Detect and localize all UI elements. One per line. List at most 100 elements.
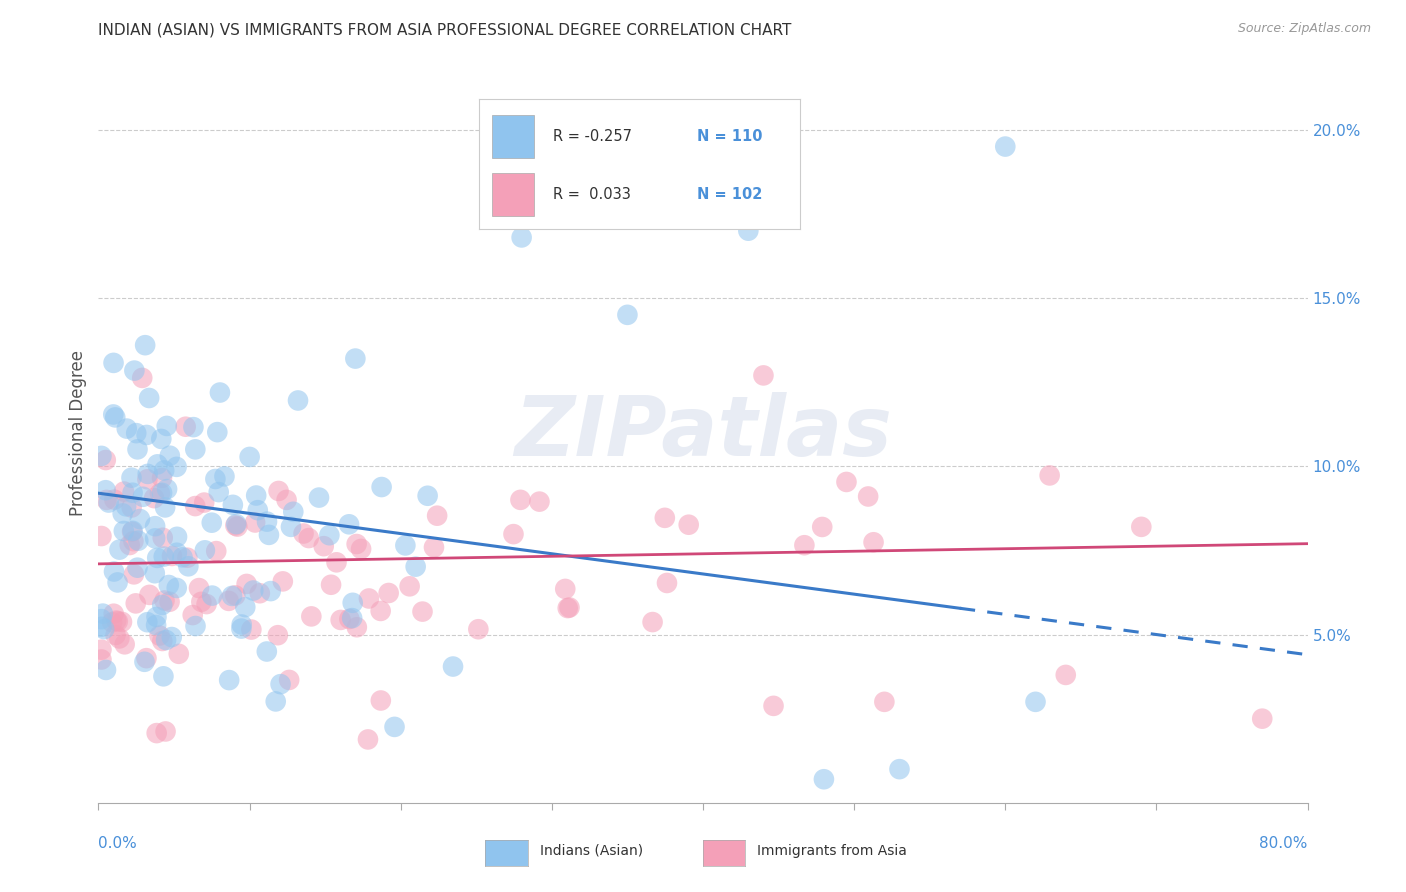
Point [138,391,160,405]
Point [122,534,145,549]
Point [146,550,169,565]
Point [246,503,269,517]
Point [143,532,166,546]
Point [346,620,368,634]
Text: Source: ZipAtlas.com: Source: ZipAtlas.com [1237,22,1371,36]
Y-axis label: Professional Degree: Professional Degree [69,350,87,516]
Point [127,442,149,457]
Point [184,619,207,633]
Point [318,528,340,542]
Point [188,581,211,595]
Point [108,542,131,557]
Point [103,607,125,621]
Point [155,724,177,739]
Point [91,607,114,621]
Point [146,458,169,472]
Point [240,623,263,637]
Point [654,511,676,525]
Point [889,762,911,776]
Point [112,524,135,538]
Point [207,425,229,439]
Point [862,535,884,549]
Point [835,475,858,489]
Point [205,544,228,558]
Point [225,517,247,532]
Point [299,609,322,624]
Point [270,677,292,691]
Point [278,673,301,687]
Point [678,517,700,532]
Point [231,622,253,636]
Point [135,651,157,665]
Point [226,519,249,533]
Point [159,595,181,609]
Point [136,472,159,486]
Text: 80.0%: 80.0% [1260,836,1308,851]
Point [136,615,159,630]
Point [136,467,159,481]
Point [131,371,153,385]
Point [101,615,124,630]
Point [994,139,1017,153]
Point [150,471,173,485]
Point [121,485,143,500]
Point [346,537,368,551]
Point [292,526,315,541]
Point [257,528,280,542]
Point [138,588,160,602]
Point [287,393,309,408]
Point [125,426,148,441]
Point [156,482,179,496]
Point [121,524,143,538]
Point [184,499,207,513]
Point [155,633,177,648]
Point [267,483,290,498]
Point [134,338,156,352]
Point [370,480,392,494]
Point [256,515,278,529]
Point [121,500,143,515]
Point [190,595,212,609]
Point [510,230,533,244]
Point [129,512,152,526]
Point [655,576,678,591]
Point [224,518,246,533]
Point [260,584,283,599]
Point [97,495,120,509]
Point [174,419,197,434]
Point [416,489,439,503]
Point [107,575,129,590]
Point [204,472,226,486]
Point [350,541,373,556]
Point [156,418,179,433]
Point [183,420,205,434]
Point [153,463,176,477]
Point [134,655,156,669]
Point [280,520,302,534]
Point [143,566,166,581]
Point [111,507,134,521]
Point [160,549,183,563]
Point [405,559,427,574]
Point [214,469,236,483]
Point [267,628,290,642]
Point [554,582,576,596]
Point [1024,695,1046,709]
Point [467,622,489,636]
Point [357,591,380,606]
Point [150,634,173,648]
Point [344,351,367,366]
Point [90,642,112,657]
Point [264,694,287,708]
Point [231,617,253,632]
Point [145,610,167,624]
Point [856,490,879,504]
Text: Immigrants from Asia: Immigrants from Asia [758,844,907,858]
Text: INDIAN (ASIAN) VS IMMIGRANTS FROM ASIA PROFESSIONAL DEGREE CORRELATION CHART: INDIAN (ASIAN) VS IMMIGRANTS FROM ASIA P… [98,22,792,37]
Point [342,596,364,610]
Point [153,500,176,515]
Point [357,732,380,747]
Point [153,593,176,607]
Point [121,524,143,539]
Point [1054,668,1077,682]
